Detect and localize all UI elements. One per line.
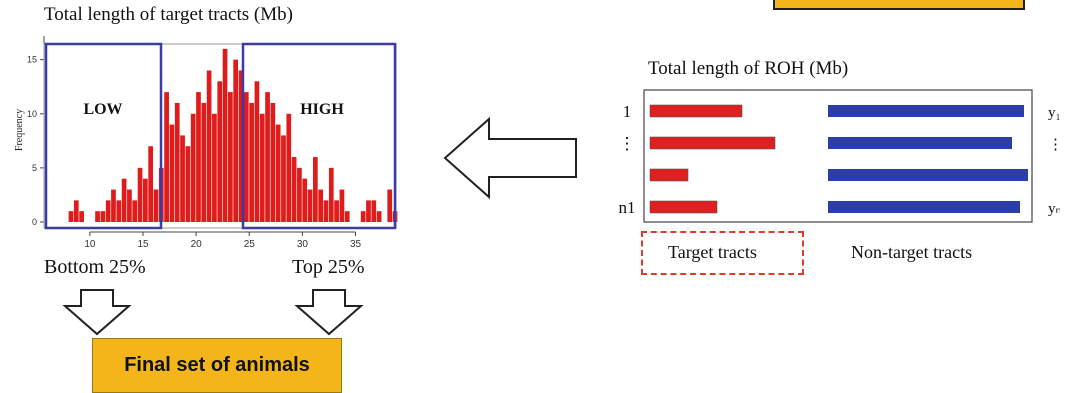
x-tick-label: 10 [84,239,96,250]
target-tract-bar [649,104,743,118]
histogram-bar [344,211,350,222]
nontarget-tract-bar [828,105,1024,117]
roh-panel: 1 y₁ ⋮ ⋮ n1 yₙ₁ [619,89,1060,223]
low-region-box [44,42,163,230]
target-tracts-label: Target tracts [668,242,757,262]
histogram-bar [265,92,270,222]
target-tract-bar [649,168,689,182]
histogram-bar [201,102,207,222]
histogram-bar [270,102,276,222]
histogram-bar [307,189,313,222]
left-arrow-icon [443,116,577,200]
top-yellow-box [773,0,1025,10]
nontarget-tract-bar [828,201,1020,213]
histogram-bar [143,178,148,222]
histogram-bar [68,211,74,222]
histogram-bar [169,124,175,222]
histogram-bar [206,70,212,223]
roh-title: Total length of ROH (Mb) [648,58,849,79]
histogram-bar [297,167,302,222]
x-tick-label: 15 [137,239,149,250]
histogram-bar [111,189,116,222]
histogram-bar [318,189,324,222]
histogram-bar [212,113,217,222]
histogram-bar [281,135,286,222]
histogram-title: Total length of target tracts (Mb) [44,4,293,25]
histogram-bar [254,81,260,222]
histogram-bar [360,211,366,222]
histogram-bar [334,200,339,222]
bottom-25-label: Bottom 25% [44,256,146,278]
histogram-bar [291,157,297,222]
histogram-bar [243,92,249,222]
histogram-bar [228,92,233,222]
histogram-bar [153,189,159,222]
row-left-label: n1 [619,198,636,217]
histogram-bar [100,211,106,222]
y-tick-label: 15 [27,55,37,65]
x-tick-label: 20 [191,239,203,250]
low-label: LOW [83,101,122,118]
histogram-bar [137,167,143,222]
histogram-bar [148,146,154,222]
histogram-bar [174,102,180,222]
y-tick-label: 0 [32,217,37,227]
histogram-bar [233,59,239,222]
histogram-bar [366,200,371,222]
top-25-label: Top 25% [292,256,365,278]
histogram-bar [196,92,201,222]
histogram-bar [238,70,244,223]
nontarget-tract-bar [828,137,1012,149]
x-tick-label: 35 [350,239,362,250]
histogram-bar [217,81,223,222]
x-tick-label: 25 [244,239,256,250]
down-arrow-right-icon [294,289,364,336]
nontarget-tract-bar [828,169,1028,181]
histogram-bar [95,211,100,222]
histogram-bar [222,48,228,222]
histogram-chart: 0 5 10 15 10 15 20 25 30 35 Frequency LOW HIGH [14,36,398,250]
histogram-bar [323,200,329,222]
histogram-bar [249,102,254,222]
target-tract-bar [649,200,718,214]
histogram-bar [328,167,334,222]
histogram-bar [190,113,196,222]
histogram-bar [116,200,122,222]
row-right-label: yₙ₁ [1048,201,1060,217]
histogram-bar [79,211,84,222]
histogram-bar [127,189,132,222]
histogram-bar [387,189,393,222]
target-tract-bar [649,136,776,150]
histogram-bar [132,200,138,222]
x-tick-label: 30 [297,239,309,250]
high-label: HIGH [300,101,344,118]
roh-frame [643,89,1033,223]
high-region-box [241,42,397,230]
histogram-bar [164,92,169,222]
histogram-bar [105,200,111,222]
final-set-box: Final set of animals [92,338,342,393]
row-right-label: y₁ [1048,105,1060,121]
down-arrow-left-icon [62,289,132,336]
histogram-bar [275,124,281,222]
row-left-label: 1 [623,102,632,121]
y-tick-label: 10 [27,109,37,119]
y-tick-label: 5 [32,163,37,173]
row-left-label: ⋮ [619,134,636,153]
y-axis-label: Frequency [14,109,25,151]
histogram-bar [313,157,318,222]
histogram-bar [302,178,308,222]
histogram-bar [121,178,127,222]
histogram-bar [73,200,79,222]
row-right-label: ⋮ [1048,137,1060,153]
histogram-bar [286,113,292,222]
histogram-bar [371,200,377,222]
histogram-bar [339,189,345,222]
nontarget-tracts-label: Non-target tracts [851,242,973,262]
histogram-bar [185,146,191,222]
histogram-bar [180,135,185,222]
histogram-bar [376,211,382,222]
target-tracts-box [641,231,804,275]
histogram-bar [259,113,265,222]
